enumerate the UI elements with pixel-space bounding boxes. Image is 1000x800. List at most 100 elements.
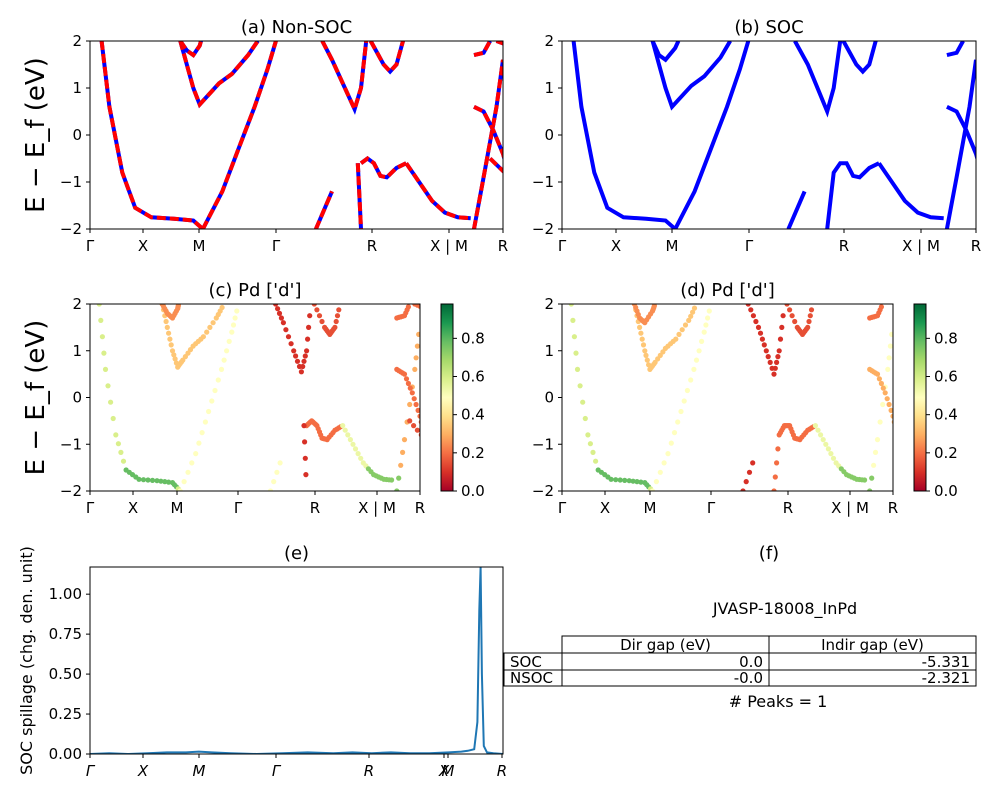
panel-a-xtick-label: R [498,237,508,255]
scatter-point [421,431,426,436]
scatter-point [396,475,402,481]
panel-b-title: (b) SOC [734,17,803,38]
band-line [944,59,976,229]
scatter-point [877,419,883,425]
scatter-point [219,304,225,311]
scatter-point [414,427,420,433]
scatter-point [105,383,111,389]
panel-a-frame [89,40,504,230]
scatter-point [693,357,700,363]
scatter-point [230,322,237,328]
scatter-point [403,376,410,382]
scatter-point [185,469,191,475]
scatter-point [807,313,813,319]
scatter-point [570,317,576,323]
panel-a-ytick-label: 1 [72,79,82,97]
scatter-point [332,324,338,330]
scatter-point [400,449,406,455]
scatter-point [234,308,240,314]
scatter-point [291,348,297,354]
scatter-point [701,329,707,335]
scatter-point [643,352,649,358]
panel-a-ytick-label: −1 [60,173,82,191]
scatter-point [302,439,308,445]
panel-a-ytick-label: −2 [60,220,82,238]
scatter-point [232,315,238,321]
scatter-point [166,479,172,485]
table-row [503,669,977,687]
scatter-point [420,305,425,310]
scatter-point [608,476,614,482]
panel-f-title: (f) [759,543,779,564]
scatter-point [413,401,419,408]
scatter-point [311,304,317,307]
scatter-point [617,477,623,483]
scatter-point [298,369,304,375]
panel-d-xtick-label: M [644,499,657,517]
scatter-point [757,330,764,336]
band-line-red-dashed [488,157,503,174]
scatter-point [653,479,660,485]
scatter-point [345,432,351,438]
panel-b-xtick-label: R [971,237,981,255]
scatter-point [285,334,292,340]
scatter-point [886,401,892,408]
scatter-point [108,399,114,405]
scatter-point [830,455,837,461]
panel-b-xtick-label: Γ [558,237,567,255]
scatter-point [867,488,873,491]
table-header-cell: Dir gap (eV) [620,636,711,654]
scatter-point [277,460,283,466]
scatter-point [887,343,893,349]
scatter-point [229,329,235,335]
panel-e-ylabel: SOC spillage (chg. den. unit) [17,546,36,775]
panel-d-xtick-label: X | M [831,499,869,517]
band-line-red-dashed [495,41,503,46]
panel-b-bands [571,41,976,229]
scatter-point [750,313,757,319]
table-cell-dir-gap: -0.0 [734,669,763,687]
band-line [786,190,807,229]
band-line [650,41,681,63]
scatter-point [417,413,420,419]
table-row-label: NSOC [510,669,553,687]
scatter-point [294,358,301,364]
scatter-point [420,425,425,430]
panel-a-xtick-label: Γ [272,237,281,255]
scatter-point [885,366,891,372]
panel-b-xtick-label: R [839,237,849,255]
scatter-point [691,305,698,311]
panel-a-ytick-label: 2 [72,32,82,50]
panel-c-ytick-label: 0 [72,389,82,407]
scatter-point [347,437,353,443]
scatter-point [145,477,151,483]
band-line-blue [178,41,260,109]
scatter-point [288,341,294,347]
scatter-point [815,427,821,433]
scatter-point [418,419,420,425]
scatter-point [678,408,684,415]
band-line [946,105,976,162]
scatter-point [136,476,142,482]
scatter-point [405,304,411,310]
panel-a-xtick-label: R [367,237,377,255]
scatter-point [776,348,782,354]
scatter-point [688,377,694,383]
colorbar-tick-label: 0.4 [934,406,958,424]
scatter-point [690,309,696,315]
panel-a-xtick-label: M [193,237,206,255]
band-line-red-dashed [404,162,471,221]
scatter-point [336,307,342,313]
scatter-point [167,336,173,342]
scatter-point [806,318,812,325]
scatter-point [573,350,579,356]
table-cell-indir-gap: -5.331 [922,653,970,671]
panel-b-xtick-label: X | M [902,237,940,255]
scatter-point [808,307,815,313]
scatter-point [212,387,218,394]
scatter-point [140,477,147,483]
scatter-point [98,317,104,323]
scatter-point [771,371,777,377]
colorbar-tick-label: 0.4 [461,406,485,424]
scatter-point [703,322,709,328]
